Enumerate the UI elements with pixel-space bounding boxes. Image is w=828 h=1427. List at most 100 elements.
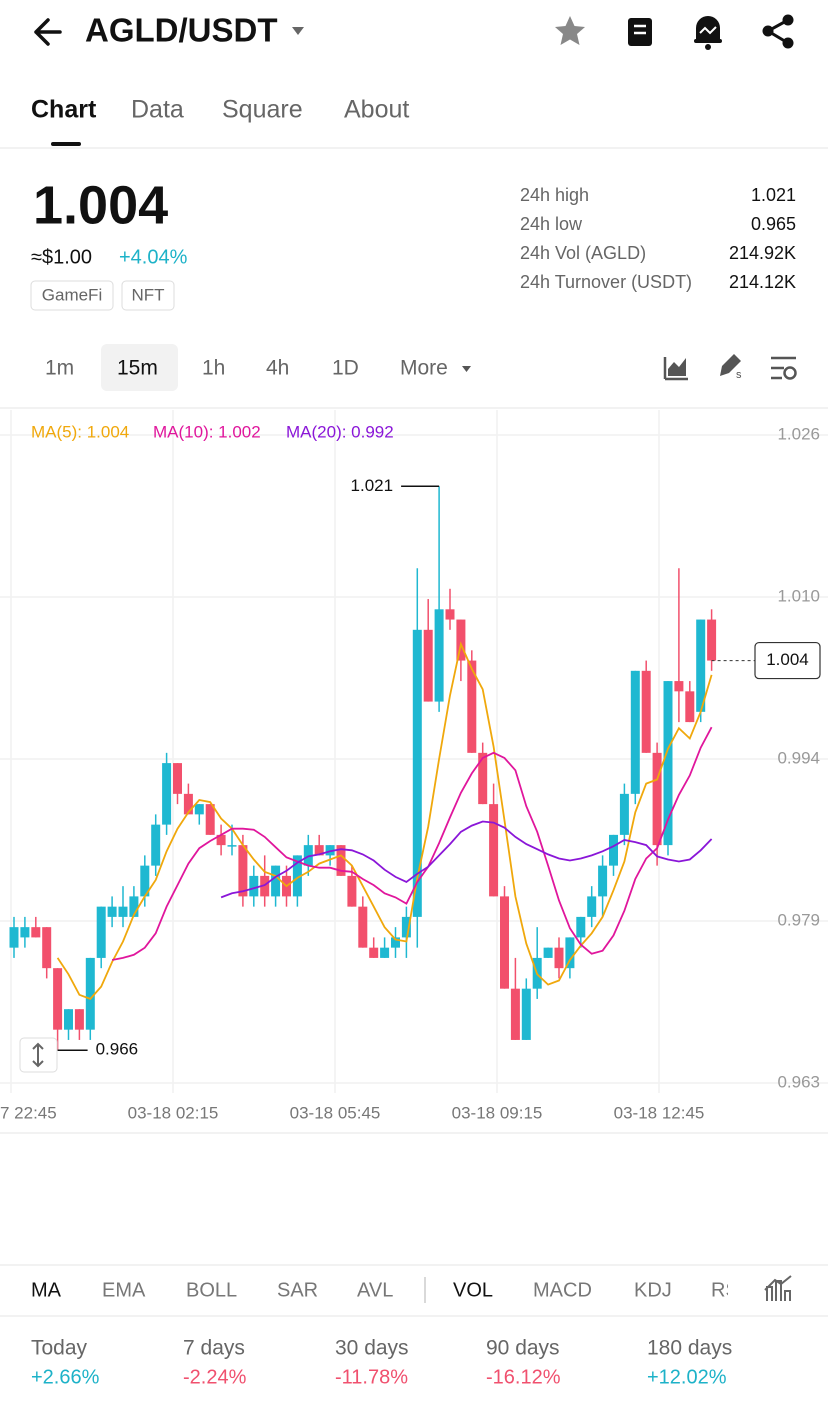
- volume-bar: [20, 1260, 29, 1261]
- volume-bar: [576, 1259, 585, 1261]
- candle-body: [467, 660, 477, 753]
- candle-body: [85, 957, 95, 1030]
- indicator-tab[interactable]: MA: [31, 1279, 62, 1301]
- vol-legend: MA(5): 6.13K: [149, 1144, 250, 1163]
- volume-bar: [358, 1260, 367, 1261]
- tab[interactable]: Data: [131, 96, 184, 124]
- candle-body: [96, 906, 106, 958]
- timeframe[interactable]: 15m: [117, 357, 158, 380]
- candle-body: [554, 947, 564, 969]
- volume-bar: [271, 1260, 280, 1261]
- perf-label: Today: [31, 1337, 88, 1360]
- tag[interactable]: NFT: [131, 285, 164, 304]
- perf-value: -2.24%: [183, 1366, 247, 1388]
- candle-body: [260, 875, 270, 897]
- candle-body: [173, 763, 182, 794]
- timeframe[interactable]: 1D: [332, 357, 359, 380]
- tab[interactable]: Square: [222, 96, 303, 124]
- volume-bar: [664, 1249, 673, 1261]
- chart-type-icon[interactable]: [663, 357, 688, 381]
- candle-body: [292, 855, 302, 897]
- perf-value: +12.02%: [647, 1366, 727, 1388]
- volume-bar: [315, 1260, 324, 1261]
- candle-body: [521, 988, 531, 1040]
- pair-dropdown[interactable]: [292, 27, 304, 35]
- timeframe[interactable]: 1h: [202, 357, 225, 380]
- candle-body: [107, 906, 117, 917]
- indicator-tab[interactable]: RSI: [711, 1279, 744, 1301]
- tag-box[interactable]: [30, 280, 114, 311]
- perf-label: 7 days: [183, 1337, 245, 1360]
- perf-label: 30 days: [335, 1337, 409, 1360]
- candle-body: [609, 834, 618, 866]
- candle-body: [347, 875, 357, 907]
- alert-icon[interactable]: [694, 16, 722, 50]
- volume-bar: [685, 1254, 694, 1261]
- candle-body: [151, 824, 161, 866]
- share-icon[interactable]: [762, 14, 794, 49]
- last-price-box: [754, 641, 821, 680]
- volume-bar: [369, 1260, 378, 1261]
- volume-bar: [565, 1259, 574, 1261]
- indicator-tab[interactable]: AVL: [357, 1279, 393, 1301]
- candle-body: [445, 609, 455, 620]
- indicator-tab[interactable]: MACD: [533, 1279, 592, 1301]
- indicator-settings-icon[interactable]: [764, 1275, 792, 1301]
- volume-bar: [282, 1260, 291, 1261]
- candle-body: [325, 845, 335, 856]
- candle-body: [565, 937, 575, 969]
- candle-body: [576, 916, 586, 938]
- indicator-tab[interactable]: EMA: [102, 1279, 146, 1301]
- volume-bar: [707, 1260, 716, 1261]
- volume-bar: [598, 1259, 607, 1261]
- indicator-tab[interactable]: BOLL: [186, 1279, 237, 1301]
- candle-body: [630, 670, 640, 794]
- indicator-tab[interactable]: VOL: [453, 1279, 493, 1301]
- candle-body: [183, 793, 193, 815]
- volume-bar: [402, 1258, 411, 1261]
- perf-label: 90 days: [486, 1337, 560, 1360]
- pair-title[interactable]: AGLD/USDT: [85, 12, 278, 49]
- min-label: 0.966: [96, 1040, 139, 1059]
- volume-bar: [631, 1251, 640, 1261]
- usd-price: ≈$1.00: [31, 246, 92, 268]
- favorite-icon[interactable]: [555, 16, 585, 45]
- tag-box[interactable]: [121, 280, 175, 311]
- more-dropdown[interactable]: [462, 366, 471, 372]
- timeframe[interactable]: More: [400, 357, 448, 380]
- candle-body: [238, 845, 248, 897]
- candle-body: [598, 865, 608, 897]
- notes-icon[interactable]: [628, 18, 652, 46]
- perf-value: -11.78%: [335, 1366, 408, 1388]
- volume-bar: [544, 1258, 553, 1261]
- candle-body: [456, 619, 466, 661]
- settings-icon[interactable]: [771, 356, 797, 380]
- volume-bar: [456, 1247, 465, 1261]
- candle-body: [271, 865, 281, 897]
- back-button[interactable]: [34, 18, 62, 46]
- candle-body: [129, 896, 139, 917]
- candle-body: [478, 752, 488, 805]
- scale-toggle[interactable]: [19, 1037, 58, 1073]
- tab[interactable]: Chart: [31, 96, 97, 124]
- svg-text:s: s: [736, 369, 742, 381]
- timeframe[interactable]: 1m: [45, 357, 74, 380]
- candle-body: [249, 875, 259, 897]
- x-tick-label: 7 22:45: [0, 1103, 57, 1122]
- indicator-tab[interactable]: KDJ: [634, 1279, 672, 1301]
- timeframe[interactable]: 4h: [266, 357, 289, 380]
- candle-body: [194, 804, 204, 815]
- vol-legend: Vol: 12.5100: [31, 1144, 126, 1163]
- candle-body: [641, 670, 651, 753]
- indicator-tab[interactable]: SAR: [277, 1279, 318, 1301]
- candle-body: [663, 681, 673, 846]
- tab[interactable]: About: [344, 96, 409, 124]
- candle-body: [336, 845, 346, 876]
- tag[interactable]: GameFi: [42, 285, 102, 304]
- stat-label: 24h Vol (AGLD): [520, 243, 646, 263]
- price-change: +4.04%: [119, 246, 188, 268]
- draw-icon[interactable]: s: [720, 354, 742, 381]
- volume-bar: [249, 1260, 258, 1261]
- candle-body: [227, 845, 237, 847]
